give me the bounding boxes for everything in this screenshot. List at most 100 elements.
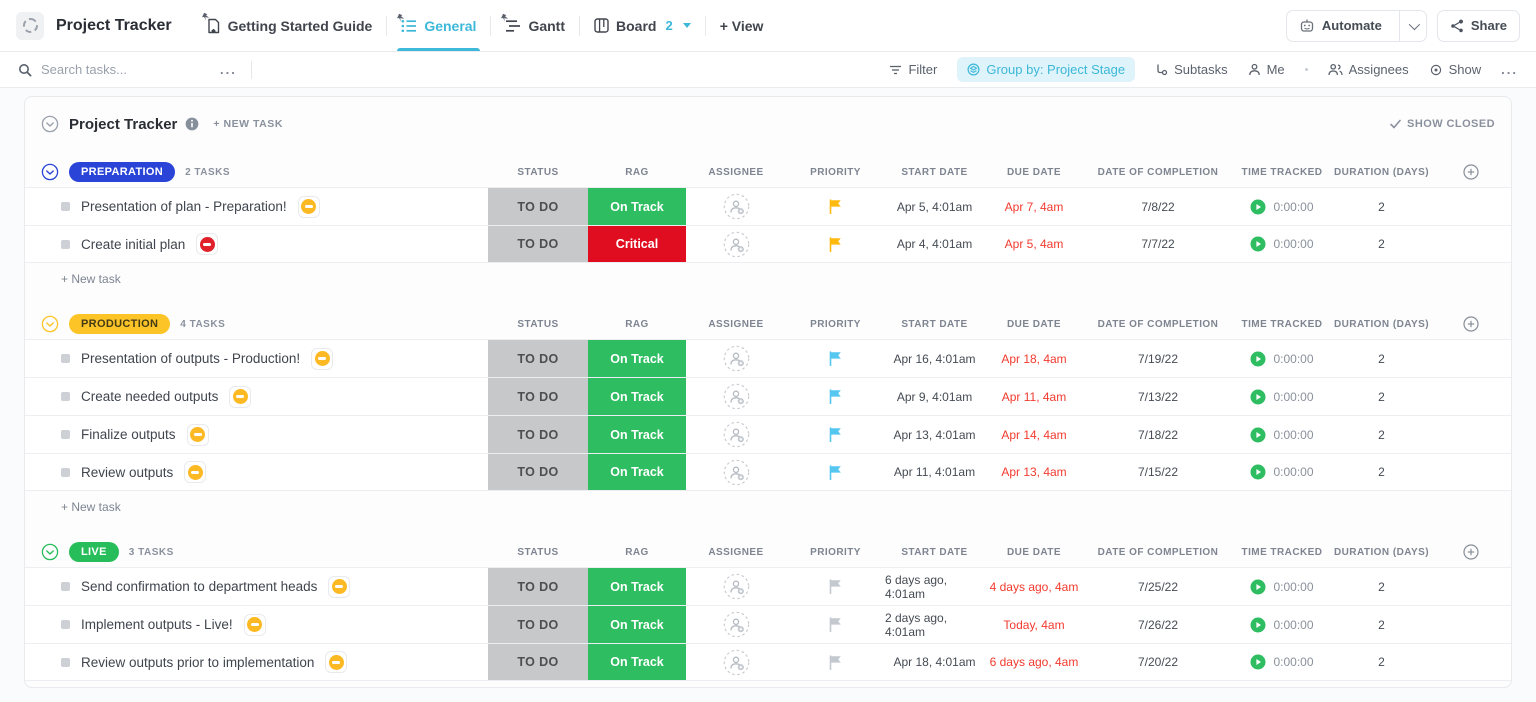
column-header-rag[interactable]: RAG [625,166,649,178]
task-blocker-badge-icon[interactable] [229,385,252,408]
tab-gantt[interactable]: Gantt [491,0,579,51]
group-stage-pill[interactable]: PRODUCTION [69,314,171,334]
task-status-square-icon[interactable] [61,354,70,363]
task-name[interactable]: Implement outputs - Live! [81,617,233,632]
duration-cell[interactable]: 2 [1378,617,1385,632]
status-cell[interactable]: TO DO [488,416,588,453]
duration-cell[interactable]: 2 [1378,237,1385,251]
column-header-assignee[interactable]: ASSIGNEE [708,318,764,330]
task-blocker-badge-icon[interactable] [186,423,209,446]
duration-cell[interactable]: 2 [1378,465,1385,479]
due-date-cell[interactable]: Apr 7, 4am [1004,199,1064,214]
task-name-cell[interactable]: Implement outputs - Live! [25,606,488,643]
assignee-cell[interactable] [686,606,786,643]
assignee-cell[interactable] [686,340,786,377]
collapse-group-icon[interactable] [41,163,59,181]
add-column-button[interactable] [1431,544,1511,560]
rag-cell[interactable]: On Track [588,416,686,453]
time-tracked-cell[interactable]: 0:00:00 [1232,606,1332,643]
column-header-assignee[interactable]: ASSIGNEE [708,546,764,558]
rag-cell[interactable]: On Track [588,378,686,415]
duration-cell[interactable]: 2 [1378,655,1385,669]
view-avatar[interactable] [16,11,44,40]
table-row[interactable]: Send confirmation to department heads TO… [25,567,1511,605]
tab-getting-started-guide[interactable]: Getting Started Guide [192,0,387,51]
start-date-cell[interactable]: Apr 11, 4:01am [893,465,976,479]
start-date-cell[interactable]: Apr 13, 4:01am [893,427,976,442]
table-row[interactable]: Presentation of plan - Preparation! TO D… [25,187,1511,225]
start-date-cell[interactable]: Apr 18, 4:01am [893,655,976,669]
completion-date-cell[interactable]: 7/20/22 [1137,655,1179,669]
column-header-duration[interactable]: DURATION (DAYS) [1333,546,1430,558]
due-date-cell[interactable]: Today, 4am [1003,617,1065,632]
completion-date-cell[interactable]: 7/26/22 [1137,617,1179,632]
show-closed-toggle[interactable]: SHOW CLOSED [1390,118,1495,130]
add-column-button[interactable] [1431,316,1511,332]
task-status-square-icon[interactable] [61,239,70,249]
column-header-date-of-completion[interactable]: DATE OF COMPLETION [1097,318,1219,330]
task-name[interactable]: Presentation of plan - Preparation! [81,199,287,214]
status-cell[interactable]: TO DO [488,188,588,225]
time-tracked-cell[interactable]: 0:00:00 [1232,378,1332,415]
time-tracked-cell[interactable]: 0:00:00 [1232,644,1332,680]
table-row[interactable]: Create initial plan TO DO Critical Apr 4… [25,225,1511,263]
automate-dropdown-button[interactable] [1398,10,1426,41]
priority-cell[interactable] [786,644,885,680]
toolbar-overflow-button[interactable]: ... [1501,62,1518,77]
column-header-start-date[interactable]: START DATE [901,546,968,558]
due-date-cell[interactable]: Apr 14, 4am [1001,427,1067,442]
completion-date-cell[interactable]: 7/19/22 [1137,351,1179,366]
due-date-cell[interactable]: Apr 11, 4am [1001,389,1067,404]
status-cell[interactable]: TO DO [488,606,588,643]
due-date-cell[interactable]: Apr 5, 4am [1004,237,1064,251]
table-row[interactable]: Presentation of outputs - Production! TO… [25,339,1511,377]
task-name[interactable]: Review outputs prior to implementation [81,654,315,670]
status-cell[interactable]: TO DO [488,226,588,262]
search-input[interactable]: Search tasks... [18,62,218,77]
column-header-priority[interactable]: PRIORITY [810,318,861,330]
column-header-date-of-completion[interactable]: DATE OF COMPLETION [1097,166,1219,178]
collapse-group-icon[interactable] [41,543,59,561]
column-header-status[interactable]: STATUS [517,318,559,330]
assignee-cell[interactable] [686,568,786,605]
task-name[interactable]: Presentation of outputs - Production! [81,351,301,366]
column-header-priority[interactable]: PRIORITY [810,546,861,558]
completion-date-cell[interactable]: 7/18/22 [1137,427,1179,442]
task-name-cell[interactable]: Finalize outputs [25,416,488,453]
priority-cell[interactable] [786,568,885,605]
task-name-cell[interactable]: Presentation of outputs - Production! [25,340,488,377]
task-name[interactable]: Review outputs [81,464,174,480]
assignee-cell[interactable] [686,378,786,415]
column-header-start-date[interactable]: START DATE [901,166,968,178]
rag-cell[interactable]: On Track [588,188,686,225]
task-name-cell[interactable]: Create initial plan [25,226,488,262]
info-icon[interactable] [185,117,199,131]
time-tracked-cell[interactable]: 0:00:00 [1232,454,1332,490]
priority-cell[interactable] [786,416,885,453]
task-status-square-icon[interactable] [61,467,70,477]
start-date-cell[interactable]: 2 days ago, 4:01am [885,610,948,639]
column-header-due-date[interactable]: DUE DATE [1007,166,1061,178]
time-tracked-cell[interactable]: 0:00:00 [1232,568,1332,605]
search-more-button[interactable]: ... [220,62,237,77]
add-new-task-row[interactable]: + New task [61,500,121,514]
task-status-square-icon[interactable] [61,430,70,439]
rag-cell[interactable]: Critical [588,226,686,262]
duration-cell[interactable]: 2 [1378,427,1385,442]
time-tracked-cell[interactable]: 0:00:00 [1232,188,1332,225]
start-date-cell[interactable]: Apr 4, 4:01am [896,237,973,251]
tab-board[interactable]: Board 2 [580,0,705,51]
due-date-cell[interactable]: 6 days ago, 4am [989,655,1079,669]
due-date-cell[interactable]: Apr 13, 4am [1001,465,1067,479]
priority-cell[interactable] [786,226,885,262]
priority-cell[interactable] [786,606,885,643]
assignee-cell[interactable] [686,454,786,490]
column-header-time-tracked[interactable]: TIME TRACKED [1241,546,1323,558]
column-header-rag[interactable]: RAG [625,318,649,330]
task-status-square-icon[interactable] [61,657,70,667]
task-blocker-badge-icon[interactable] [243,613,266,636]
task-blocker-badge-icon[interactable] [328,575,351,598]
share-button[interactable]: Share [1436,9,1520,42]
table-row[interactable]: Finalize outputs TO DO On Track Apr 13, … [25,415,1511,453]
collapse-list-icon[interactable] [41,115,59,133]
